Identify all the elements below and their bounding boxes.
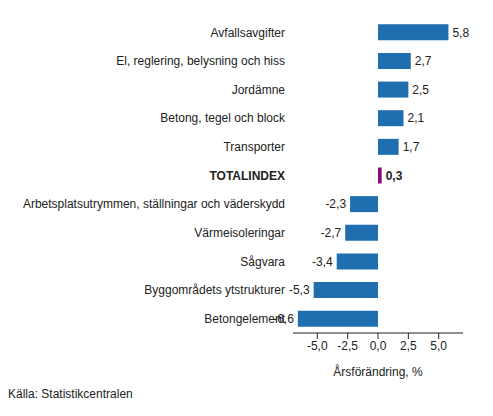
- svg-text:Byggområdets ytstrukturer: Byggområdets ytstrukturer: [144, 283, 285, 297]
- svg-text:Transporter: Transporter: [223, 140, 285, 154]
- svg-text:2,7: 2,7: [415, 54, 432, 68]
- svg-text:2,1: 2,1: [408, 111, 425, 125]
- svg-text:1,7: 1,7: [403, 140, 420, 154]
- svg-text:-3,4: -3,4: [312, 255, 333, 269]
- svg-text:-5,0: -5,0: [307, 339, 328, 353]
- svg-text:5,8: 5,8: [452, 26, 469, 40]
- svg-text:Jordämne: Jordämne: [232, 83, 286, 97]
- svg-text:2,5: 2,5: [412, 83, 429, 97]
- svg-text:-2,7: -2,7: [321, 226, 342, 240]
- svg-text:Betongelement: Betongelement: [204, 311, 285, 326]
- svg-text:Sågvara: Sågvara: [240, 255, 285, 269]
- svg-text:-2,5: -2,5: [337, 339, 358, 353]
- svg-text:Betong, tegel och block: Betong, tegel och block: [160, 111, 286, 125]
- svg-text:Avfallsavgifter: Avfallsavgifter: [211, 26, 285, 40]
- svg-text:El, reglering, belysning och h: El, reglering, belysning och hiss: [116, 54, 285, 68]
- svg-text:-5,3: -5,3: [289, 283, 310, 297]
- svg-text:TOTALINDEX: TOTALINDEX: [209, 169, 285, 183]
- svg-text:Årsförändring, %: Årsförändring, %: [333, 364, 423, 379]
- svg-text:Arbetsplatsutrymmen, ställning: Arbetsplatsutrymmen, ställningar och väd…: [23, 197, 285, 211]
- svg-text:Värmeisoleringar: Värmeisoleringar: [194, 226, 285, 240]
- svg-text:0,0: 0,0: [370, 339, 387, 353]
- svg-text:0,3: 0,3: [386, 169, 403, 183]
- svg-text:2,5: 2,5: [400, 339, 417, 353]
- svg-text:-6,6: -6,6: [273, 312, 294, 326]
- html-text:Källa: Statistikcentralen: Källa: Statistikcentralen: [8, 387, 133, 401]
- svg-text:5,0: 5,0: [430, 339, 447, 353]
- svg-text:-2,3: -2,3: [325, 197, 346, 211]
